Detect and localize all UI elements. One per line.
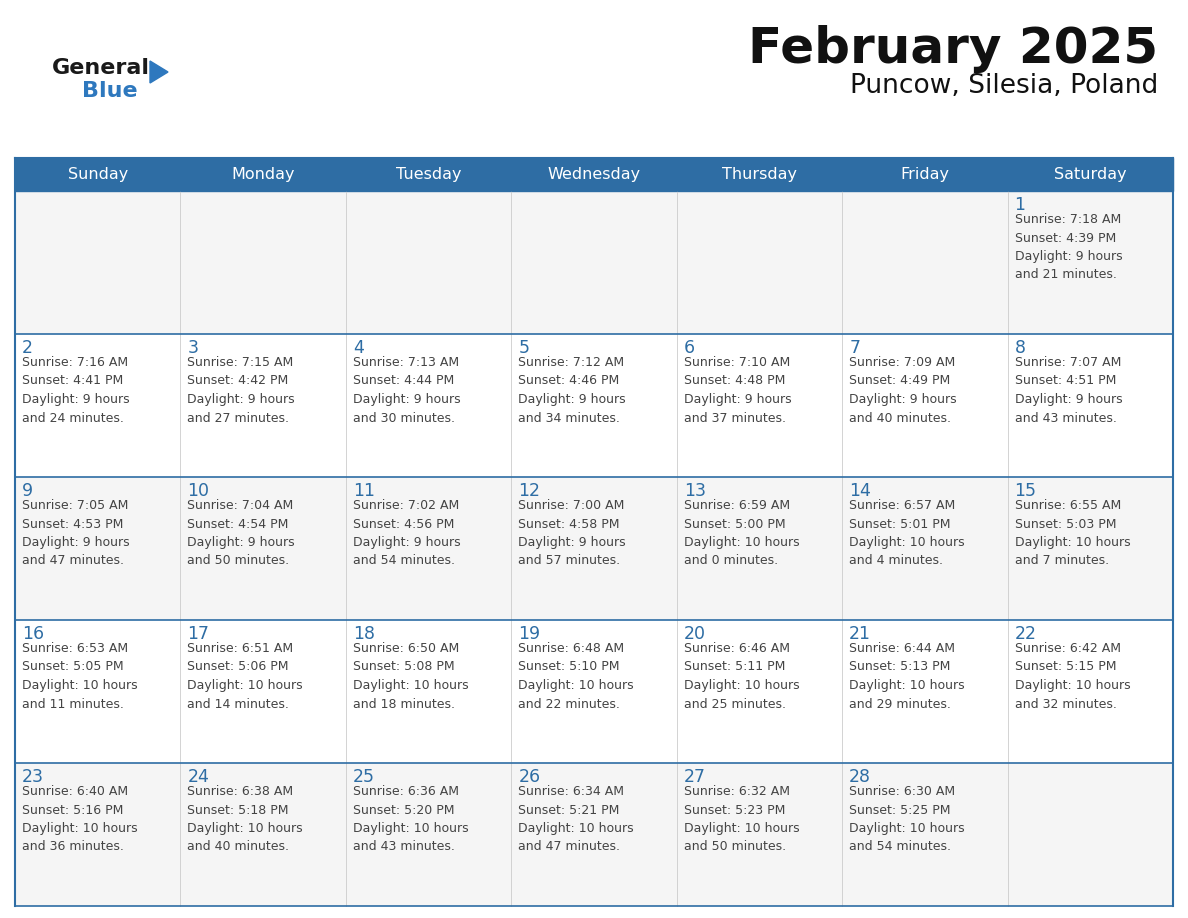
Bar (15, 620, 1173, 763)
Text: 24: 24 (188, 768, 209, 786)
Text: Sunrise: 6:40 AM
Sunset: 5:16 PM
Daylight: 10 hours
and 36 minutes.: Sunrise: 6:40 AM Sunset: 5:16 PM Dayligh… (23, 785, 138, 854)
Text: 8: 8 (1015, 339, 1025, 357)
Text: 26: 26 (518, 768, 541, 786)
Text: 18: 18 (353, 625, 375, 643)
Text: 5: 5 (518, 339, 530, 357)
Text: 9: 9 (23, 482, 33, 500)
Text: Sunrise: 6:50 AM
Sunset: 5:08 PM
Daylight: 10 hours
and 18 minutes.: Sunrise: 6:50 AM Sunset: 5:08 PM Dayligh… (353, 642, 468, 711)
Text: Sunrise: 6:32 AM
Sunset: 5:23 PM
Daylight: 10 hours
and 50 minutes.: Sunrise: 6:32 AM Sunset: 5:23 PM Dayligh… (684, 785, 800, 854)
Text: Sunrise: 6:46 AM
Sunset: 5:11 PM
Daylight: 10 hours
and 25 minutes.: Sunrise: 6:46 AM Sunset: 5:11 PM Dayligh… (684, 642, 800, 711)
Text: Sunrise: 6:38 AM
Sunset: 5:18 PM
Daylight: 10 hours
and 40 minutes.: Sunrise: 6:38 AM Sunset: 5:18 PM Dayligh… (188, 785, 303, 854)
Text: 28: 28 (849, 768, 871, 786)
Text: Sunrise: 7:16 AM
Sunset: 4:41 PM
Daylight: 9 hours
and 24 minutes.: Sunrise: 7:16 AM Sunset: 4:41 PM Dayligh… (23, 356, 129, 424)
Text: Sunrise: 7:10 AM
Sunset: 4:48 PM
Daylight: 9 hours
and 37 minutes.: Sunrise: 7:10 AM Sunset: 4:48 PM Dayligh… (684, 356, 791, 424)
Text: 20: 20 (684, 625, 706, 643)
Text: Monday: Monday (232, 167, 295, 182)
Text: 10: 10 (188, 482, 209, 500)
Text: 13: 13 (684, 482, 706, 500)
Text: Sunrise: 7:07 AM
Sunset: 4:51 PM
Daylight: 9 hours
and 43 minutes.: Sunrise: 7:07 AM Sunset: 4:51 PM Dayligh… (1015, 356, 1123, 424)
Text: Blue: Blue (82, 81, 138, 101)
Text: 11: 11 (353, 482, 375, 500)
Text: Sunrise: 6:36 AM
Sunset: 5:20 PM
Daylight: 10 hours
and 43 minutes.: Sunrise: 6:36 AM Sunset: 5:20 PM Dayligh… (353, 785, 468, 854)
Text: Tuesday: Tuesday (396, 167, 461, 182)
Text: Sunrise: 7:13 AM
Sunset: 4:44 PM
Daylight: 9 hours
and 30 minutes.: Sunrise: 7:13 AM Sunset: 4:44 PM Dayligh… (353, 356, 461, 424)
Text: Sunrise: 7:05 AM
Sunset: 4:53 PM
Daylight: 9 hours
and 47 minutes.: Sunrise: 7:05 AM Sunset: 4:53 PM Dayligh… (23, 499, 129, 567)
Bar (15, 158, 1173, 191)
Text: Sunrise: 6:57 AM
Sunset: 5:01 PM
Daylight: 10 hours
and 4 minutes.: Sunrise: 6:57 AM Sunset: 5:01 PM Dayligh… (849, 499, 965, 567)
Text: Sunrise: 6:42 AM
Sunset: 5:15 PM
Daylight: 10 hours
and 32 minutes.: Sunrise: 6:42 AM Sunset: 5:15 PM Dayligh… (1015, 642, 1130, 711)
Bar (15, 763, 1173, 906)
Text: Sunrise: 6:53 AM
Sunset: 5:05 PM
Daylight: 10 hours
and 11 minutes.: Sunrise: 6:53 AM Sunset: 5:05 PM Dayligh… (23, 642, 138, 711)
Text: Sunrise: 6:59 AM
Sunset: 5:00 PM
Daylight: 10 hours
and 0 minutes.: Sunrise: 6:59 AM Sunset: 5:00 PM Dayligh… (684, 499, 800, 567)
Text: Sunrise: 6:44 AM
Sunset: 5:13 PM
Daylight: 10 hours
and 29 minutes.: Sunrise: 6:44 AM Sunset: 5:13 PM Dayligh… (849, 642, 965, 711)
Polygon shape (150, 61, 168, 83)
Text: 19: 19 (518, 625, 541, 643)
Bar (15, 334, 1173, 477)
Text: General: General (52, 58, 150, 78)
Text: 6: 6 (684, 339, 695, 357)
Text: Saturday: Saturday (1054, 167, 1126, 182)
Text: 1: 1 (1015, 196, 1025, 214)
Text: 15: 15 (1015, 482, 1037, 500)
Text: Friday: Friday (901, 167, 949, 182)
Text: 22: 22 (1015, 625, 1037, 643)
Text: 17: 17 (188, 625, 209, 643)
Text: Sunrise: 7:12 AM
Sunset: 4:46 PM
Daylight: 9 hours
and 34 minutes.: Sunrise: 7:12 AM Sunset: 4:46 PM Dayligh… (518, 356, 626, 424)
Text: Puncow, Silesia, Poland: Puncow, Silesia, Poland (849, 73, 1158, 99)
Text: Sunrise: 7:15 AM
Sunset: 4:42 PM
Daylight: 9 hours
and 27 minutes.: Sunrise: 7:15 AM Sunset: 4:42 PM Dayligh… (188, 356, 295, 424)
Text: 12: 12 (518, 482, 541, 500)
Text: 7: 7 (849, 339, 860, 357)
Bar (15, 477, 1173, 620)
Text: 4: 4 (353, 339, 364, 357)
Text: Wednesday: Wednesday (548, 167, 640, 182)
Text: 2: 2 (23, 339, 33, 357)
Text: February 2025: February 2025 (748, 25, 1158, 73)
Text: Sunrise: 7:02 AM
Sunset: 4:56 PM
Daylight: 9 hours
and 54 minutes.: Sunrise: 7:02 AM Sunset: 4:56 PM Dayligh… (353, 499, 461, 567)
Bar (15, 191, 1173, 334)
Text: Sunrise: 7:00 AM
Sunset: 4:58 PM
Daylight: 9 hours
and 57 minutes.: Sunrise: 7:00 AM Sunset: 4:58 PM Dayligh… (518, 499, 626, 567)
Text: 3: 3 (188, 339, 198, 357)
Text: 25: 25 (353, 768, 375, 786)
Text: Sunrise: 7:18 AM
Sunset: 4:39 PM
Daylight: 9 hours
and 21 minutes.: Sunrise: 7:18 AM Sunset: 4:39 PM Dayligh… (1015, 213, 1123, 282)
Text: Sunrise: 6:48 AM
Sunset: 5:10 PM
Daylight: 10 hours
and 22 minutes.: Sunrise: 6:48 AM Sunset: 5:10 PM Dayligh… (518, 642, 634, 711)
Text: Thursday: Thursday (722, 167, 797, 182)
Text: 23: 23 (23, 768, 44, 786)
Text: Sunrise: 6:55 AM
Sunset: 5:03 PM
Daylight: 10 hours
and 7 minutes.: Sunrise: 6:55 AM Sunset: 5:03 PM Dayligh… (1015, 499, 1130, 567)
Text: Sunday: Sunday (68, 167, 128, 182)
Text: Sunrise: 6:51 AM
Sunset: 5:06 PM
Daylight: 10 hours
and 14 minutes.: Sunrise: 6:51 AM Sunset: 5:06 PM Dayligh… (188, 642, 303, 711)
Text: 14: 14 (849, 482, 871, 500)
Text: Sunrise: 6:34 AM
Sunset: 5:21 PM
Daylight: 10 hours
and 47 minutes.: Sunrise: 6:34 AM Sunset: 5:21 PM Dayligh… (518, 785, 634, 854)
Text: 27: 27 (684, 768, 706, 786)
Text: Sunrise: 7:09 AM
Sunset: 4:49 PM
Daylight: 9 hours
and 40 minutes.: Sunrise: 7:09 AM Sunset: 4:49 PM Dayligh… (849, 356, 956, 424)
Text: Sunrise: 7:04 AM
Sunset: 4:54 PM
Daylight: 9 hours
and 50 minutes.: Sunrise: 7:04 AM Sunset: 4:54 PM Dayligh… (188, 499, 295, 567)
Text: 21: 21 (849, 625, 871, 643)
Text: Sunrise: 6:30 AM
Sunset: 5:25 PM
Daylight: 10 hours
and 54 minutes.: Sunrise: 6:30 AM Sunset: 5:25 PM Dayligh… (849, 785, 965, 854)
Text: 16: 16 (23, 625, 44, 643)
